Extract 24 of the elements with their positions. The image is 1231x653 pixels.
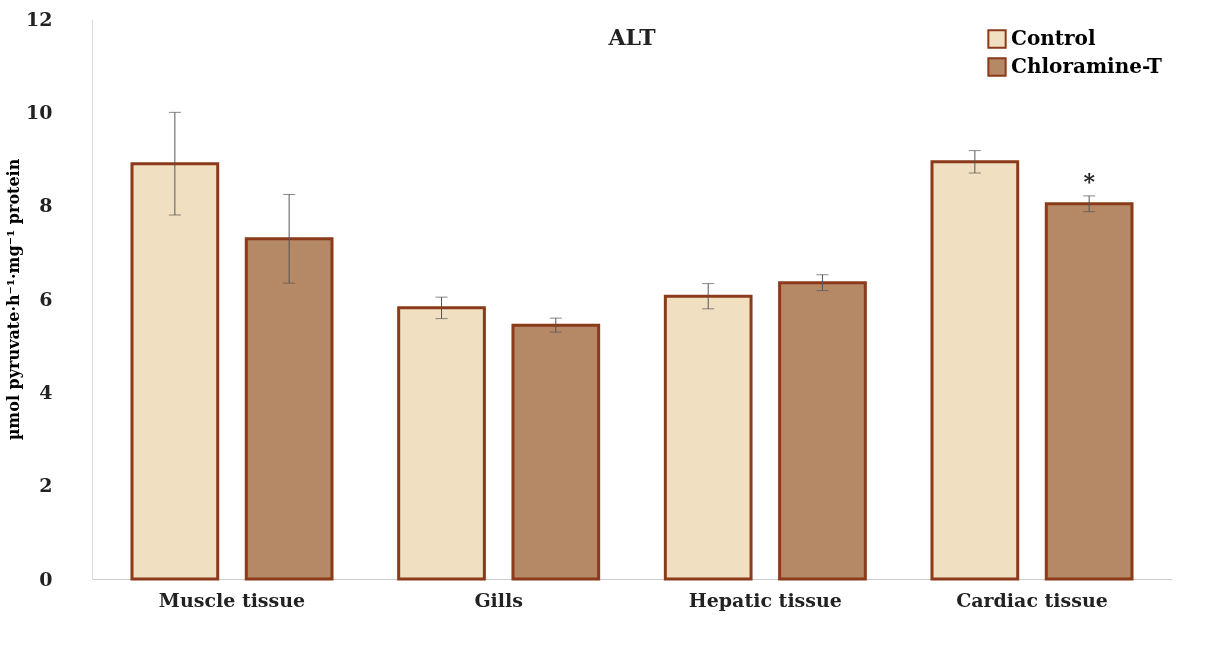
y-tick-label: 12 <box>26 7 53 30</box>
x-tick-label: Gills <box>474 588 523 611</box>
x-tick-label: Hepatic tissue <box>688 588 842 611</box>
y-tick-label: 6 <box>39 287 53 310</box>
legend-label: Control <box>1011 26 1096 50</box>
bar <box>930 160 1020 581</box>
chart-title: ALT <box>607 24 657 50</box>
bar <box>511 323 601 581</box>
annotation: * <box>1083 167 1096 194</box>
y-tick-label: 0 <box>39 567 53 590</box>
legend-label: Chloramine-T <box>1011 54 1162 78</box>
x-tick-label: Cardiac tissue <box>956 588 1108 611</box>
bar <box>778 281 867 581</box>
bar <box>244 237 334 581</box>
y-tick-label: 2 <box>39 474 53 497</box>
y-tick-label: 10 <box>26 100 53 123</box>
y-tick-label: 8 <box>39 194 53 217</box>
x-tick-label: Muscle tissue <box>158 588 306 611</box>
y-tick-label: 4 <box>39 380 53 403</box>
y-axis-title: µmol pyruvate·h⁻¹·mg⁻¹ protein <box>4 158 24 441</box>
bar <box>663 294 753 581</box>
bar <box>130 162 220 581</box>
bar <box>1044 202 1134 581</box>
bar <box>397 306 486 581</box>
